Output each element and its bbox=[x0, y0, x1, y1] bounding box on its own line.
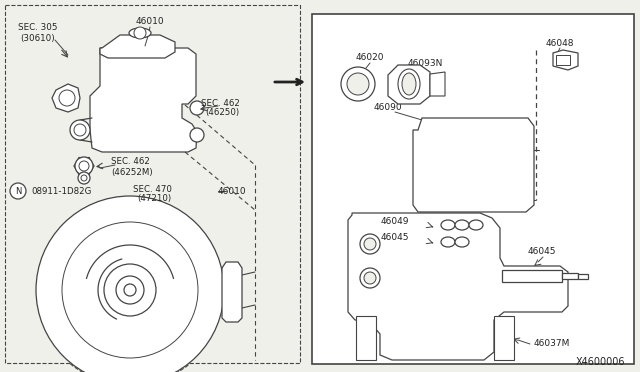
Polygon shape bbox=[90, 48, 197, 152]
Circle shape bbox=[104, 264, 156, 316]
Ellipse shape bbox=[469, 220, 483, 230]
Polygon shape bbox=[348, 213, 568, 360]
Ellipse shape bbox=[129, 28, 151, 38]
Circle shape bbox=[360, 234, 380, 254]
Ellipse shape bbox=[441, 237, 455, 247]
Circle shape bbox=[124, 284, 136, 296]
Text: 46049: 46049 bbox=[381, 218, 409, 227]
Text: SEC. 305: SEC. 305 bbox=[19, 23, 58, 32]
Polygon shape bbox=[222, 262, 242, 322]
Circle shape bbox=[75, 157, 93, 175]
Text: SEC. 470: SEC. 470 bbox=[132, 185, 172, 193]
Polygon shape bbox=[430, 72, 445, 96]
Ellipse shape bbox=[398, 69, 420, 99]
Circle shape bbox=[341, 67, 375, 101]
Text: 46010: 46010 bbox=[136, 17, 164, 26]
Circle shape bbox=[74, 124, 86, 136]
Text: 08911-1D82G: 08911-1D82G bbox=[32, 186, 92, 196]
Polygon shape bbox=[553, 50, 578, 70]
Ellipse shape bbox=[455, 220, 469, 230]
Bar bbox=[5, 5, 300, 363]
Text: 46090: 46090 bbox=[374, 103, 403, 112]
Polygon shape bbox=[52, 84, 80, 112]
Circle shape bbox=[364, 238, 376, 250]
Circle shape bbox=[81, 175, 87, 181]
Text: 46045: 46045 bbox=[528, 247, 556, 257]
Bar bbox=[502, 270, 562, 282]
Bar bbox=[556, 55, 570, 65]
Text: 46037M: 46037M bbox=[534, 340, 570, 349]
Text: (46252M): (46252M) bbox=[111, 167, 153, 176]
Circle shape bbox=[35, 195, 225, 372]
Text: 46020: 46020 bbox=[356, 54, 384, 62]
Circle shape bbox=[70, 120, 90, 140]
Circle shape bbox=[134, 27, 146, 39]
Text: (46250): (46250) bbox=[205, 108, 239, 116]
Text: 46093N: 46093N bbox=[407, 60, 443, 68]
Text: 46048: 46048 bbox=[546, 38, 574, 48]
Circle shape bbox=[116, 276, 144, 304]
Polygon shape bbox=[388, 65, 430, 104]
Text: SEC. 462: SEC. 462 bbox=[111, 157, 149, 167]
Ellipse shape bbox=[455, 237, 469, 247]
Circle shape bbox=[78, 172, 90, 184]
Text: 46010: 46010 bbox=[218, 186, 246, 196]
Text: X4600006: X4600006 bbox=[575, 357, 625, 367]
Text: (47210): (47210) bbox=[137, 193, 171, 202]
Circle shape bbox=[79, 161, 89, 171]
Circle shape bbox=[10, 183, 26, 199]
Polygon shape bbox=[100, 35, 175, 58]
Bar bbox=[312, 14, 634, 364]
Circle shape bbox=[190, 101, 204, 115]
Circle shape bbox=[360, 268, 380, 288]
Bar bbox=[578, 274, 588, 279]
Text: SEC. 462: SEC. 462 bbox=[200, 99, 239, 108]
Bar bbox=[562, 273, 578, 279]
Circle shape bbox=[364, 272, 376, 284]
Circle shape bbox=[347, 73, 369, 95]
Bar bbox=[356, 316, 376, 360]
Circle shape bbox=[36, 196, 224, 372]
Circle shape bbox=[59, 90, 75, 106]
Polygon shape bbox=[413, 118, 534, 212]
Text: (30610): (30610) bbox=[20, 33, 56, 42]
Circle shape bbox=[190, 128, 204, 142]
Text: 46045: 46045 bbox=[381, 234, 409, 243]
Ellipse shape bbox=[441, 220, 455, 230]
Text: N: N bbox=[15, 186, 21, 196]
Ellipse shape bbox=[402, 73, 416, 95]
Bar bbox=[494, 316, 514, 360]
